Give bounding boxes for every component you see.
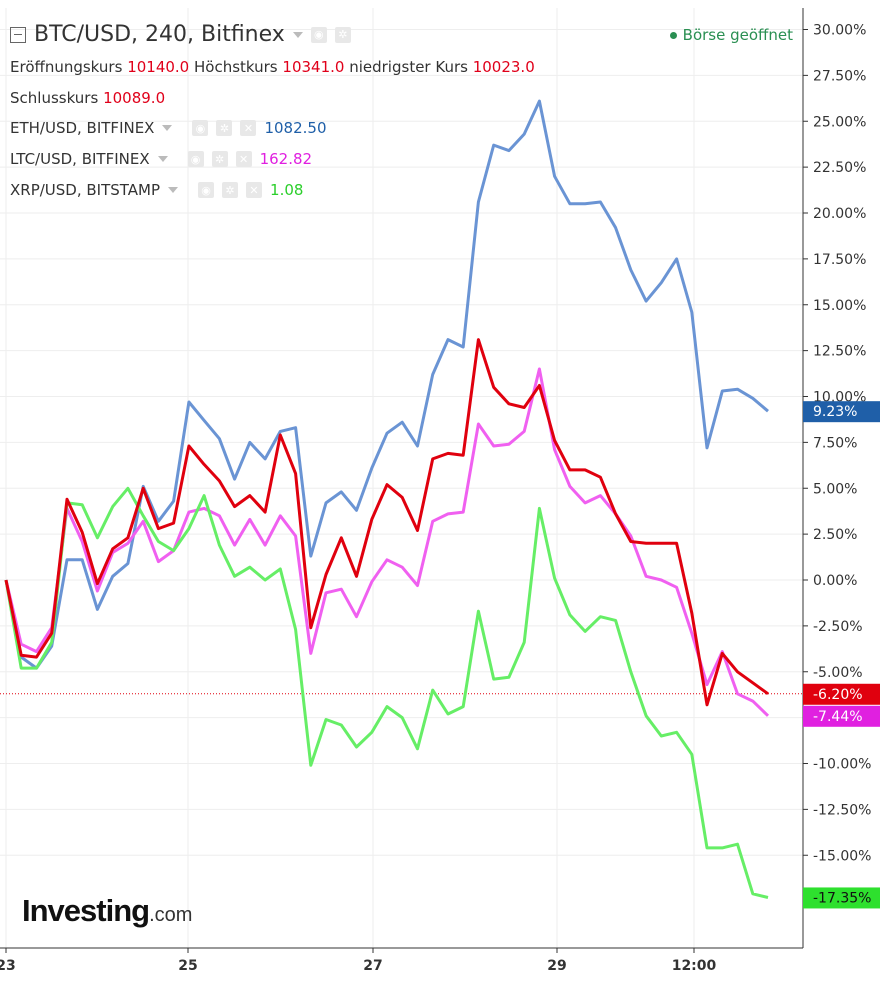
close-icon[interactable]: ✕ (235, 151, 252, 167)
open-label: Eröffnungskurs (10, 58, 123, 76)
last-value-text: -7.44% (813, 709, 863, 725)
y-axis: 30.00% 27.50% 25.00% 22.50% 20.00% 17.50% 15.0… (803, 23, 871, 864)
collapse-icon[interactable] (10, 26, 26, 43)
legend-ltc-name[interactable]: LTC/USD, BITFINEX (10, 150, 150, 168)
close-icon[interactable]: ✕ (246, 182, 263, 198)
y-tick-label: 30.00% (813, 23, 866, 39)
x-tick-label: 25 (178, 958, 197, 974)
series-line-3 (4, 486, 769, 899)
last-value-badge (803, 705, 880, 727)
last-value-text: 9.23% (813, 404, 857, 420)
market-status-text: Börse geöffnet (682, 26, 793, 44)
symbol-header[interactable]: BTC/USD, 240, Bitfinex ◉ ✲ (10, 22, 351, 47)
eye-icon[interactable]: ◉ (310, 26, 327, 43)
y-tick-label: 15.00% (813, 298, 866, 314)
x-tick-label: 12:00 (672, 958, 717, 974)
investing-logo: Investing.com (22, 893, 192, 929)
status-dot-icon (669, 31, 677, 39)
symbol-title[interactable]: BTC/USD, 240, Bitfinex (34, 22, 285, 47)
close-label: Schlusskurs (10, 89, 99, 107)
last-value-badge (803, 401, 880, 423)
grid-lines (0, 8, 803, 948)
open-value: 10140.0 (127, 58, 190, 76)
x-tick-label: 27 (363, 958, 382, 974)
y-tick-label: 2.50% (813, 527, 857, 543)
gear-icon[interactable]: ✲ (222, 182, 239, 198)
eye-icon[interactable]: ◉ (187, 151, 204, 167)
close-icon[interactable]: ✕ (240, 120, 257, 136)
low-label: niedrigster Kurs (349, 58, 468, 76)
last-value-badge (803, 683, 880, 705)
legend-xrp-name[interactable]: XRP/USD, BITSTAMP (10, 181, 161, 199)
close-value: 10089.0 (103, 89, 166, 107)
logo-suffix: .com (149, 904, 193, 926)
y-tick-label: 7.50% (813, 435, 857, 451)
series-group (4, 99, 770, 899)
series-line-2 (4, 367, 770, 717)
low-value: 10023.0 (472, 58, 535, 76)
eye-icon[interactable]: ◉ (198, 182, 215, 198)
y-tick-label: 25.00% (813, 114, 866, 130)
last-value-text: -6.20% (813, 687, 863, 703)
y-tick-label: -15.00% (813, 848, 871, 864)
x-tick-label: 23 (0, 958, 16, 974)
gear-icon[interactable]: ✲ (211, 151, 228, 167)
high-label: Höchstkurs (194, 58, 278, 76)
last-value-badge (803, 887, 880, 909)
legend-eth[interactable]: ETH/USD, BITFINEX ◉ ✲ ✕ 1082.50 (10, 119, 327, 137)
x-tick-label: 29 (547, 958, 566, 974)
last-value-labels: 9.23% -7.44% -17.35% -6.20% (803, 401, 880, 909)
chevron-down-icon[interactable] (168, 187, 179, 193)
y-tick-label: -2.50% (813, 619, 863, 635)
legend-eth-value: 1082.50 (264, 119, 327, 137)
gear-icon[interactable]: ✲ (216, 120, 233, 136)
chevron-down-icon[interactable] (162, 125, 173, 131)
chevron-down-icon[interactable] (292, 31, 303, 38)
y-tick-label: -12.50% (813, 802, 871, 818)
chevron-down-icon[interactable] (157, 156, 168, 162)
y-tick-label: 17.50% (813, 252, 866, 268)
y-tick-label: -5.00% (813, 665, 863, 681)
legend-xrp[interactable]: XRP/USD, BITSTAMP ◉ ✲ ✕ 1.08 (10, 181, 303, 199)
y-tick-label: 5.00% (813, 481, 857, 497)
y-tick-label: -10.00% (813, 757, 871, 773)
y-tick-label: 22.50% (813, 160, 866, 176)
high-value: 10341.0 (282, 58, 345, 76)
y-tick-label: 27.50% (813, 68, 866, 84)
y-tick-label: 0.00% (813, 573, 857, 589)
last-value-text: -17.35% (813, 890, 871, 906)
market-status: Börse geöffnet (669, 26, 793, 44)
legend-ltc[interactable]: LTC/USD, BITFINEX ◉ ✲ ✕ 162.82 (10, 150, 312, 168)
series-line-4 (4, 338, 769, 707)
logo-brand: Investing (22, 893, 150, 928)
legend-eth-name[interactable]: ETH/USD, BITFINEX (10, 119, 155, 137)
gear-icon[interactable]: ✲ (334, 26, 351, 43)
x-axis: 23 25 27 29 12:00 (0, 948, 717, 974)
y-tick-label: 20.00% (813, 206, 866, 222)
y-tick-label: 12.50% (813, 344, 866, 360)
legend-ltc-value: 162.82 (259, 150, 313, 168)
eye-icon[interactable]: ◉ (192, 120, 209, 136)
ohlc-row-2: Schlusskurs 10089.0 (10, 89, 165, 107)
ohlc-row-1: Eröffnungskurs 10140.0 Höchstkurs 10341.… (10, 58, 535, 76)
legend-xrp-value: 1.08 (270, 181, 304, 199)
